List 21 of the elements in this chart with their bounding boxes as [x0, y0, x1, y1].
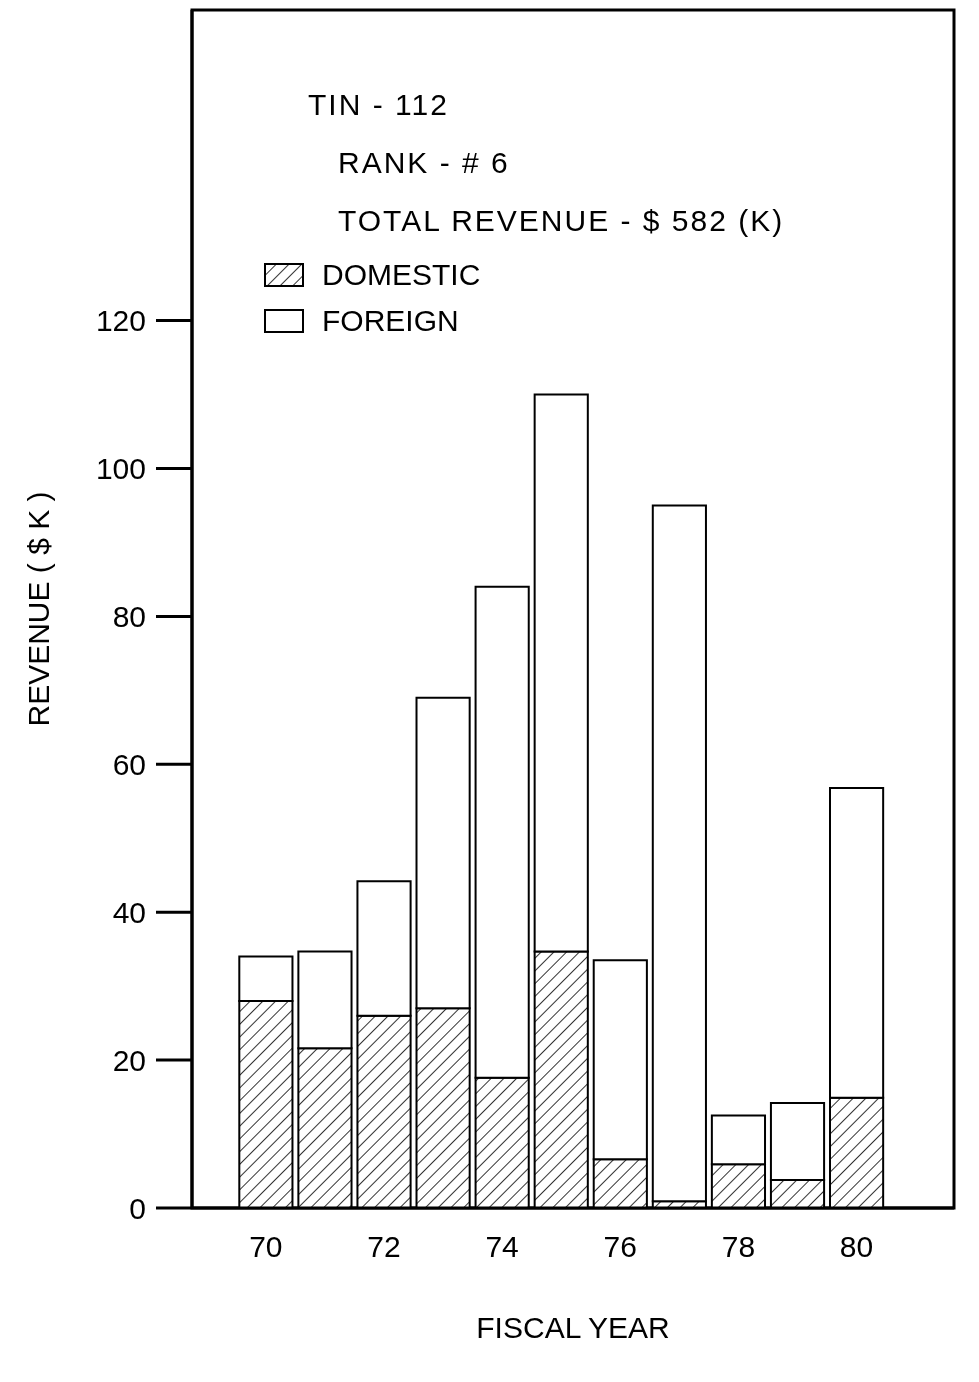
y-tick-label: 40: [112, 895, 146, 929]
annotation: TOTAL REVENUE - $ 582 (K): [338, 204, 785, 238]
y-tick-label: 120: [95, 304, 146, 338]
legend-label: DOMESTIC: [322, 258, 481, 292]
x-tick-label: 76: [603, 1230, 637, 1264]
x-axis-title: FISCAL YEAR: [476, 1311, 670, 1344]
y-tick-label: 80: [112, 600, 146, 634]
annotation: RANK - # 6: [338, 146, 510, 180]
x-tick-label: 74: [485, 1230, 519, 1264]
x-tick-label: 80: [839, 1230, 874, 1264]
y-tick-label: 0: [129, 1191, 146, 1225]
y-axis-title: REVENUE ( $ K ): [21, 491, 55, 727]
x-tick-label: 78: [721, 1230, 756, 1264]
annotation: TIN - 112: [308, 88, 449, 122]
y-tick-label: 60: [112, 747, 146, 781]
legend-label: FOREIGN: [322, 304, 459, 338]
y-tick-label: 20: [112, 1043, 146, 1077]
x-tick-label: 70: [249, 1230, 283, 1264]
y-tick-label: 100: [95, 452, 146, 486]
bar: [651, 504, 707, 1203]
x-tick-label: 72: [367, 1230, 401, 1264]
